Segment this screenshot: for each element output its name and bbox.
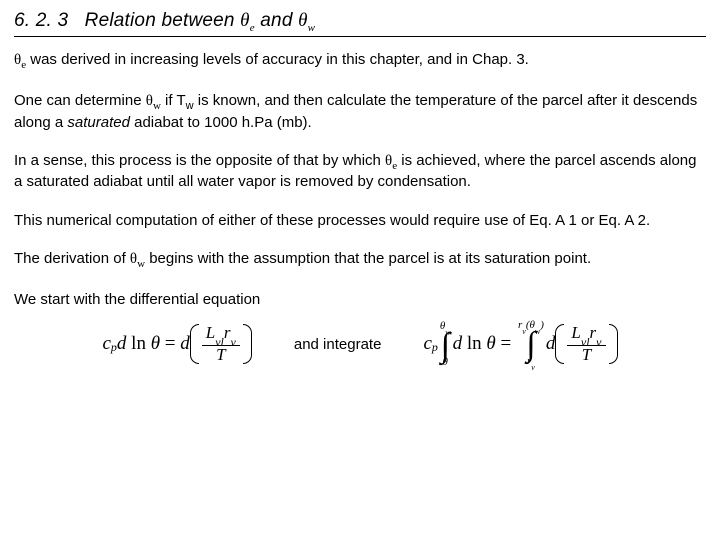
section-title-mid: and — [255, 10, 298, 31]
paragraph-4: This numerical computation of either of … — [14, 212, 706, 230]
paragraph-3: In a sense, this process is the opposite… — [14, 152, 706, 192]
integral-1: θw ∫ θ — [440, 321, 451, 368]
equation-differential: cp d ln θ = d Lvlrv T — [102, 324, 251, 364]
integral-2: rv(θw) ∫ rv — [518, 320, 544, 370]
theta-e-inline-2: θe — [385, 153, 397, 169]
heading-divider — [14, 36, 706, 37]
equation-row: cp d ln θ = d Lvlrv T and integrate cp θ… — [14, 320, 706, 370]
theta-w-symbol: θw — [298, 10, 315, 31]
theta-w-inline-2: θw — [130, 251, 145, 267]
section-number: 6. 2. 3 — [14, 10, 68, 31]
paragraph-1: θe was derived in increasing levels of a… — [14, 51, 706, 72]
section-title-pre: Relation between — [85, 10, 241, 31]
theta-e-symbol: θe — [240, 10, 255, 31]
paren-group-1: Lvlrv T — [190, 324, 252, 364]
equation-integral: cp θw ∫ θ d ln θ = rv(θw) ∫ rv d Lvlrv T — [423, 320, 617, 370]
theta-w-inline: θw — [146, 93, 161, 109]
paren-group-2: Lvlrv T — [555, 324, 617, 364]
paragraph-5: The derivation of θw begins with the ass… — [14, 250, 706, 271]
theta-e-inline: θe — [14, 52, 26, 68]
fraction-2: Lvlrv T — [567, 324, 605, 364]
paragraph-2: One can determine θw if Tw is known, and… — [14, 92, 706, 132]
section-heading: 6. 2. 3 Relation between θe and θw — [14, 10, 706, 34]
equation-connector: and integrate — [294, 336, 382, 353]
fraction-1: Lvlrv T — [202, 324, 240, 364]
paragraph-6: We start with the differential equation — [14, 291, 706, 309]
emph-saturated: saturated — [67, 114, 130, 131]
